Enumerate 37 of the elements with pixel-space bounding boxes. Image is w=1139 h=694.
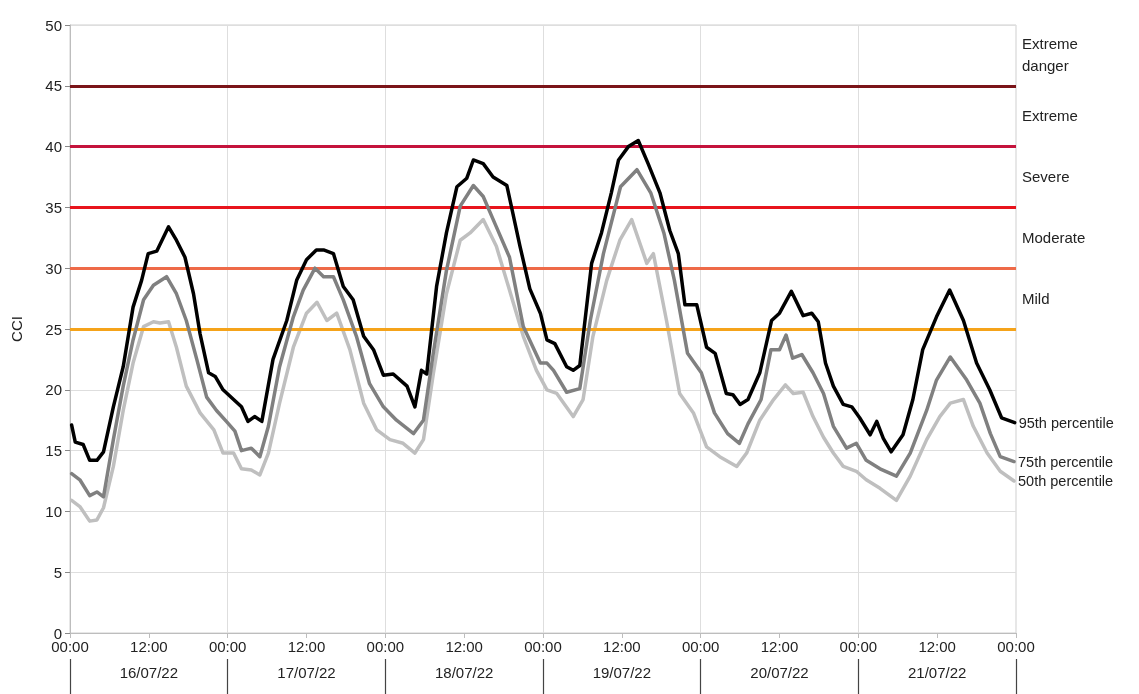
y-tick-label: 5 — [53, 563, 62, 581]
x2-tick-label: 16/07/22 — [119, 664, 179, 681]
y-axis-title: CCI — [8, 316, 25, 342]
x2-tick-label: 19/07/22 — [592, 664, 652, 681]
y-tick-label: 45 — [45, 77, 62, 95]
x-tick-label: 12:00 — [445, 638, 483, 655]
x2-tick-label: 17/07/22 — [277, 664, 336, 681]
x-tick-label: 12:00 — [287, 638, 326, 655]
y-tick-label: 35 — [45, 198, 62, 216]
y-tick-label: 40 — [45, 138, 62, 156]
x2-tick-label: 21/07/22 — [907, 664, 967, 681]
x-tick-label: 00:00 — [524, 638, 562, 655]
x2-tick-label: 18/07/22 — [434, 664, 494, 681]
ref-line-label: Moderate — [1022, 228, 1086, 246]
x-tick-label: 00:00 — [997, 638, 1035, 655]
x-tick-label: 12:00 — [760, 638, 799, 655]
x-tick-label: 00:00 — [208, 638, 247, 655]
x2-tick-label: 20/07/22 — [750, 664, 809, 681]
x-tick-label: 12:00 — [130, 638, 168, 655]
ref-line-label: Mild — [1022, 289, 1050, 307]
y-tick-label: 50 — [45, 16, 62, 34]
y-tick-label: 15 — [45, 442, 62, 460]
series-label: 75th percentile — [1018, 453, 1114, 470]
series-label: 95th percentile — [1018, 414, 1114, 431]
ref-line-label: Severe — [1022, 167, 1070, 185]
y-tick-label: 25 — [45, 320, 62, 338]
y-tick-label: 20 — [45, 381, 62, 399]
ref-line-label: Extreme danger — [1022, 35, 1083, 75]
y-tick-label: 10 — [45, 502, 62, 520]
ref-line-label: Extreme — [1022, 107, 1078, 125]
y-tick-label: 30 — [45, 259, 62, 277]
series-label: 50th percentile — [1018, 473, 1114, 489]
x-tick-label: 00:00 — [366, 638, 405, 655]
x-tick-label: 00:00 — [681, 638, 720, 655]
x-tick-label: 00:00 — [839, 638, 878, 655]
x-tick-label: 12:00 — [603, 638, 641, 655]
x-tick-label: 12:00 — [918, 638, 956, 655]
